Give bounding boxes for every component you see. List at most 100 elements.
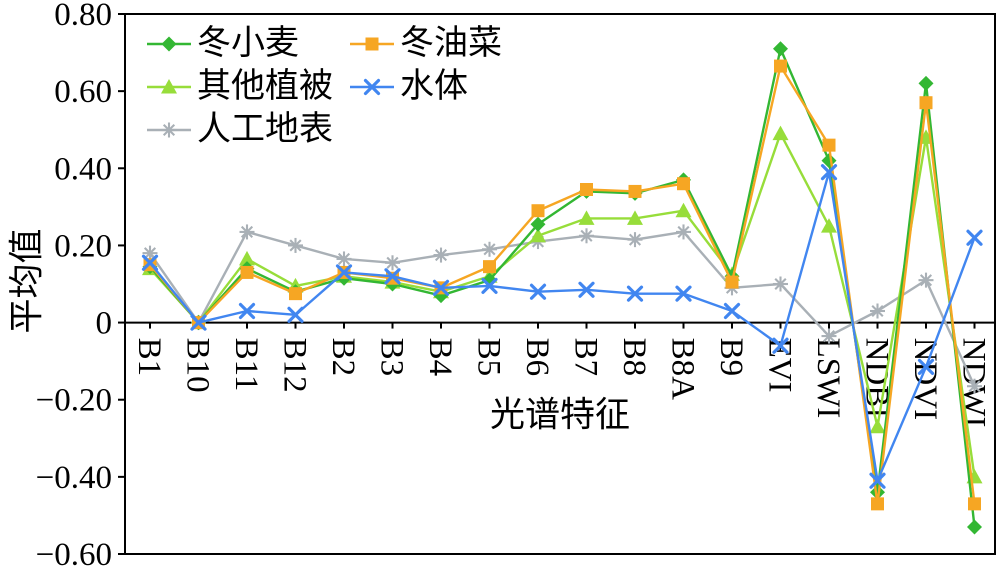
x-tick-label: B9 bbox=[713, 338, 749, 377]
y-tick-label: −0.20 bbox=[36, 383, 112, 419]
x-marker bbox=[723, 302, 741, 320]
y-tick-label: 0.80 bbox=[54, 0, 112, 33]
asterisk-marker bbox=[579, 228, 594, 244]
x-marker bbox=[190, 314, 207, 331]
x-tick-label: B12 bbox=[277, 338, 313, 393]
triangle-legend-marker bbox=[147, 78, 191, 93]
asterisk-marker bbox=[627, 232, 643, 248]
x-marker bbox=[432, 279, 450, 296]
legend-label: 冬油菜 bbox=[400, 24, 502, 62]
asterisk-marker bbox=[482, 241, 497, 257]
square-legend-marker bbox=[350, 37, 394, 50]
x-tick-label: B4 bbox=[422, 338, 458, 377]
x-marker bbox=[363, 78, 381, 95]
triangle-marker bbox=[675, 202, 692, 218]
square-marker bbox=[531, 204, 545, 218]
y-tick-label: 0.20 bbox=[54, 228, 112, 264]
legend-item-冬小麦: 冬小麦 bbox=[146, 22, 333, 65]
triangle-marker bbox=[821, 218, 837, 233]
series-line bbox=[149, 132, 976, 478]
square-marker bbox=[580, 183, 593, 196]
y-tick-label: −0.60 bbox=[36, 537, 112, 569]
square-marker bbox=[483, 260, 496, 274]
diamond-marker bbox=[773, 41, 788, 57]
square-marker bbox=[774, 59, 787, 73]
square-marker bbox=[968, 497, 981, 511]
square-marker bbox=[919, 96, 933, 110]
x-marker bbox=[287, 306, 304, 323]
x-marker bbox=[238, 302, 256, 320]
triangle-marker bbox=[239, 250, 255, 266]
square-marker bbox=[677, 177, 690, 191]
plot-frame bbox=[124, 13, 996, 555]
triangle-marker bbox=[530, 227, 546, 243]
x-tick-label: B10 bbox=[180, 338, 216, 393]
x-tick-label: LSWI bbox=[810, 338, 846, 419]
square-marker bbox=[725, 275, 739, 289]
diamond-marker bbox=[918, 75, 934, 91]
series-人工地表 bbox=[142, 224, 982, 394]
asterisk-marker bbox=[161, 122, 177, 137]
legend-item-其他植被: 其他植被 bbox=[146, 65, 333, 108]
series-line bbox=[149, 170, 976, 482]
x-tick-label: B8 bbox=[616, 338, 652, 377]
square-marker bbox=[871, 497, 884, 511]
x-marker bbox=[481, 277, 498, 295]
square-marker bbox=[289, 287, 302, 301]
triangle-marker bbox=[627, 210, 643, 225]
asterisk-legend-marker bbox=[147, 122, 191, 137]
x-axis-title: 光谱特征 bbox=[489, 395, 631, 435]
chart-legend: 冬小麦 冬油菜其他植被 水体人工地表 bbox=[146, 22, 502, 151]
x-marker bbox=[384, 268, 401, 285]
y-tick-label: 0 bbox=[96, 306, 113, 342]
x-marker bbox=[966, 229, 983, 246]
square-marker bbox=[365, 37, 379, 50]
x-legend-marker bbox=[350, 78, 394, 95]
x-marker bbox=[820, 164, 838, 181]
series-水体 bbox=[141, 164, 983, 489]
x-tick-label: B8A bbox=[665, 338, 701, 401]
x-marker bbox=[529, 283, 547, 300]
x-tick-label: B6 bbox=[519, 338, 555, 377]
asterisk-marker bbox=[676, 224, 691, 240]
asterisk-marker bbox=[239, 224, 255, 240]
y-tick-label: 0.40 bbox=[54, 151, 112, 187]
series-line bbox=[149, 230, 976, 387]
x-marker bbox=[141, 254, 159, 271]
x-tick-label: B11 bbox=[228, 338, 264, 392]
legend-label: 其他植被 bbox=[197, 67, 333, 105]
diamond-legend-marker bbox=[147, 36, 191, 51]
triangle-marker bbox=[161, 78, 177, 93]
asterisk-marker bbox=[918, 272, 934, 288]
x-tick-label: B2 bbox=[325, 338, 361, 377]
asterisk-marker bbox=[870, 303, 885, 319]
diamond-marker bbox=[870, 484, 885, 500]
asterisk-marker bbox=[288, 237, 303, 253]
x-marker bbox=[335, 264, 353, 281]
square-marker bbox=[822, 138, 836, 152]
legend-label: 水体 bbox=[400, 67, 468, 105]
series-line bbox=[149, 64, 976, 506]
x-tick-label: B7 bbox=[568, 338, 604, 377]
x-marker bbox=[675, 285, 692, 302]
series-冬油菜 bbox=[143, 59, 981, 511]
square-marker bbox=[628, 184, 642, 198]
asterisk-marker bbox=[336, 251, 352, 267]
x-marker bbox=[917, 358, 935, 376]
diamond-marker bbox=[967, 519, 982, 535]
legend-item-人工地表: 人工地表 bbox=[146, 108, 333, 151]
asterisk-marker bbox=[433, 247, 449, 263]
x-tick-label: B1 bbox=[131, 338, 167, 377]
legend-label: 人工地表 bbox=[197, 110, 333, 148]
asterisk-marker bbox=[821, 328, 837, 344]
diamond-marker bbox=[161, 36, 177, 51]
x-marker bbox=[578, 281, 595, 298]
legend-item-水体: 水体 bbox=[349, 65, 502, 108]
triangle-marker bbox=[772, 125, 789, 141]
asterisk-marker bbox=[773, 276, 788, 292]
asterisk-marker bbox=[385, 255, 400, 271]
x-tick-label: B3 bbox=[374, 338, 410, 377]
x-marker bbox=[626, 285, 644, 302]
